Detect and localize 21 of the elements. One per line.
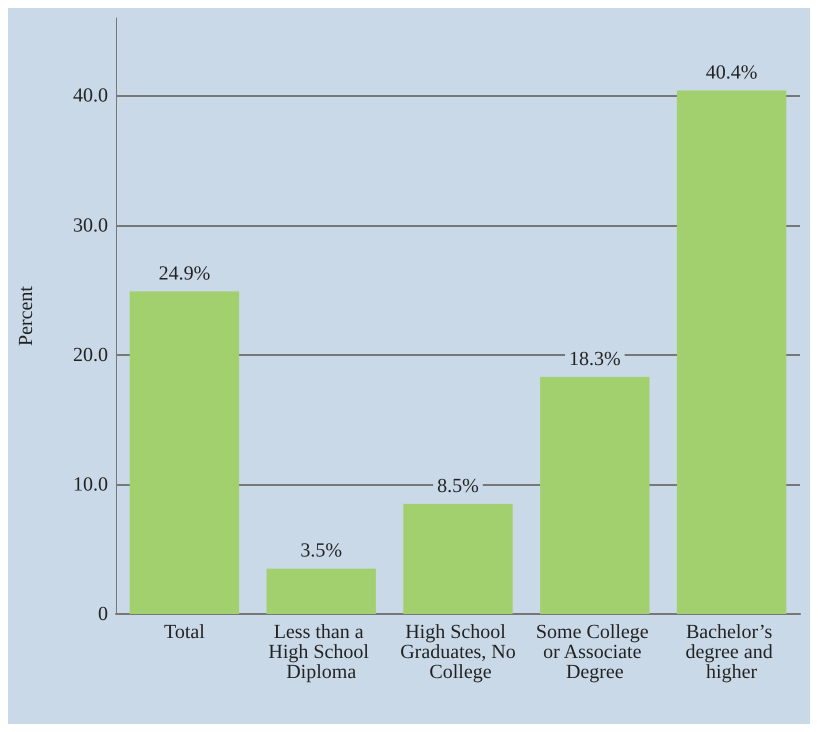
data-label: 8.5%: [437, 474, 479, 497]
bar: [540, 376, 650, 614]
y-tick-label: 40.0: [73, 84, 108, 107]
x-tick-label: High School Graduates, No College: [400, 621, 516, 683]
bar: [403, 504, 513, 614]
y-tick-label: 10.0: [73, 473, 108, 496]
x-tick-label: Some College or Associate Degree: [536, 621, 654, 683]
bar: [676, 90, 786, 614]
y-tick-label: 30.0: [73, 214, 108, 236]
x-tick-label: Less than a High School Diploma: [268, 621, 374, 683]
y-axis-title: Percent: [15, 286, 37, 346]
y-tick-label: 20.0: [73, 344, 108, 366]
x-tick-label: Bachelor’s degree and higher: [686, 621, 778, 683]
data-label: 24.9%: [158, 262, 210, 284]
x-tick-label: Total: [164, 621, 206, 643]
y-tick-label: 0: [98, 603, 108, 625]
bar: [130, 291, 240, 614]
data-label: 40.4%: [706, 62, 758, 84]
bar: [266, 568, 376, 614]
data-label: 3.5%: [300, 540, 342, 562]
data-label: 18.3%: [568, 348, 621, 370]
